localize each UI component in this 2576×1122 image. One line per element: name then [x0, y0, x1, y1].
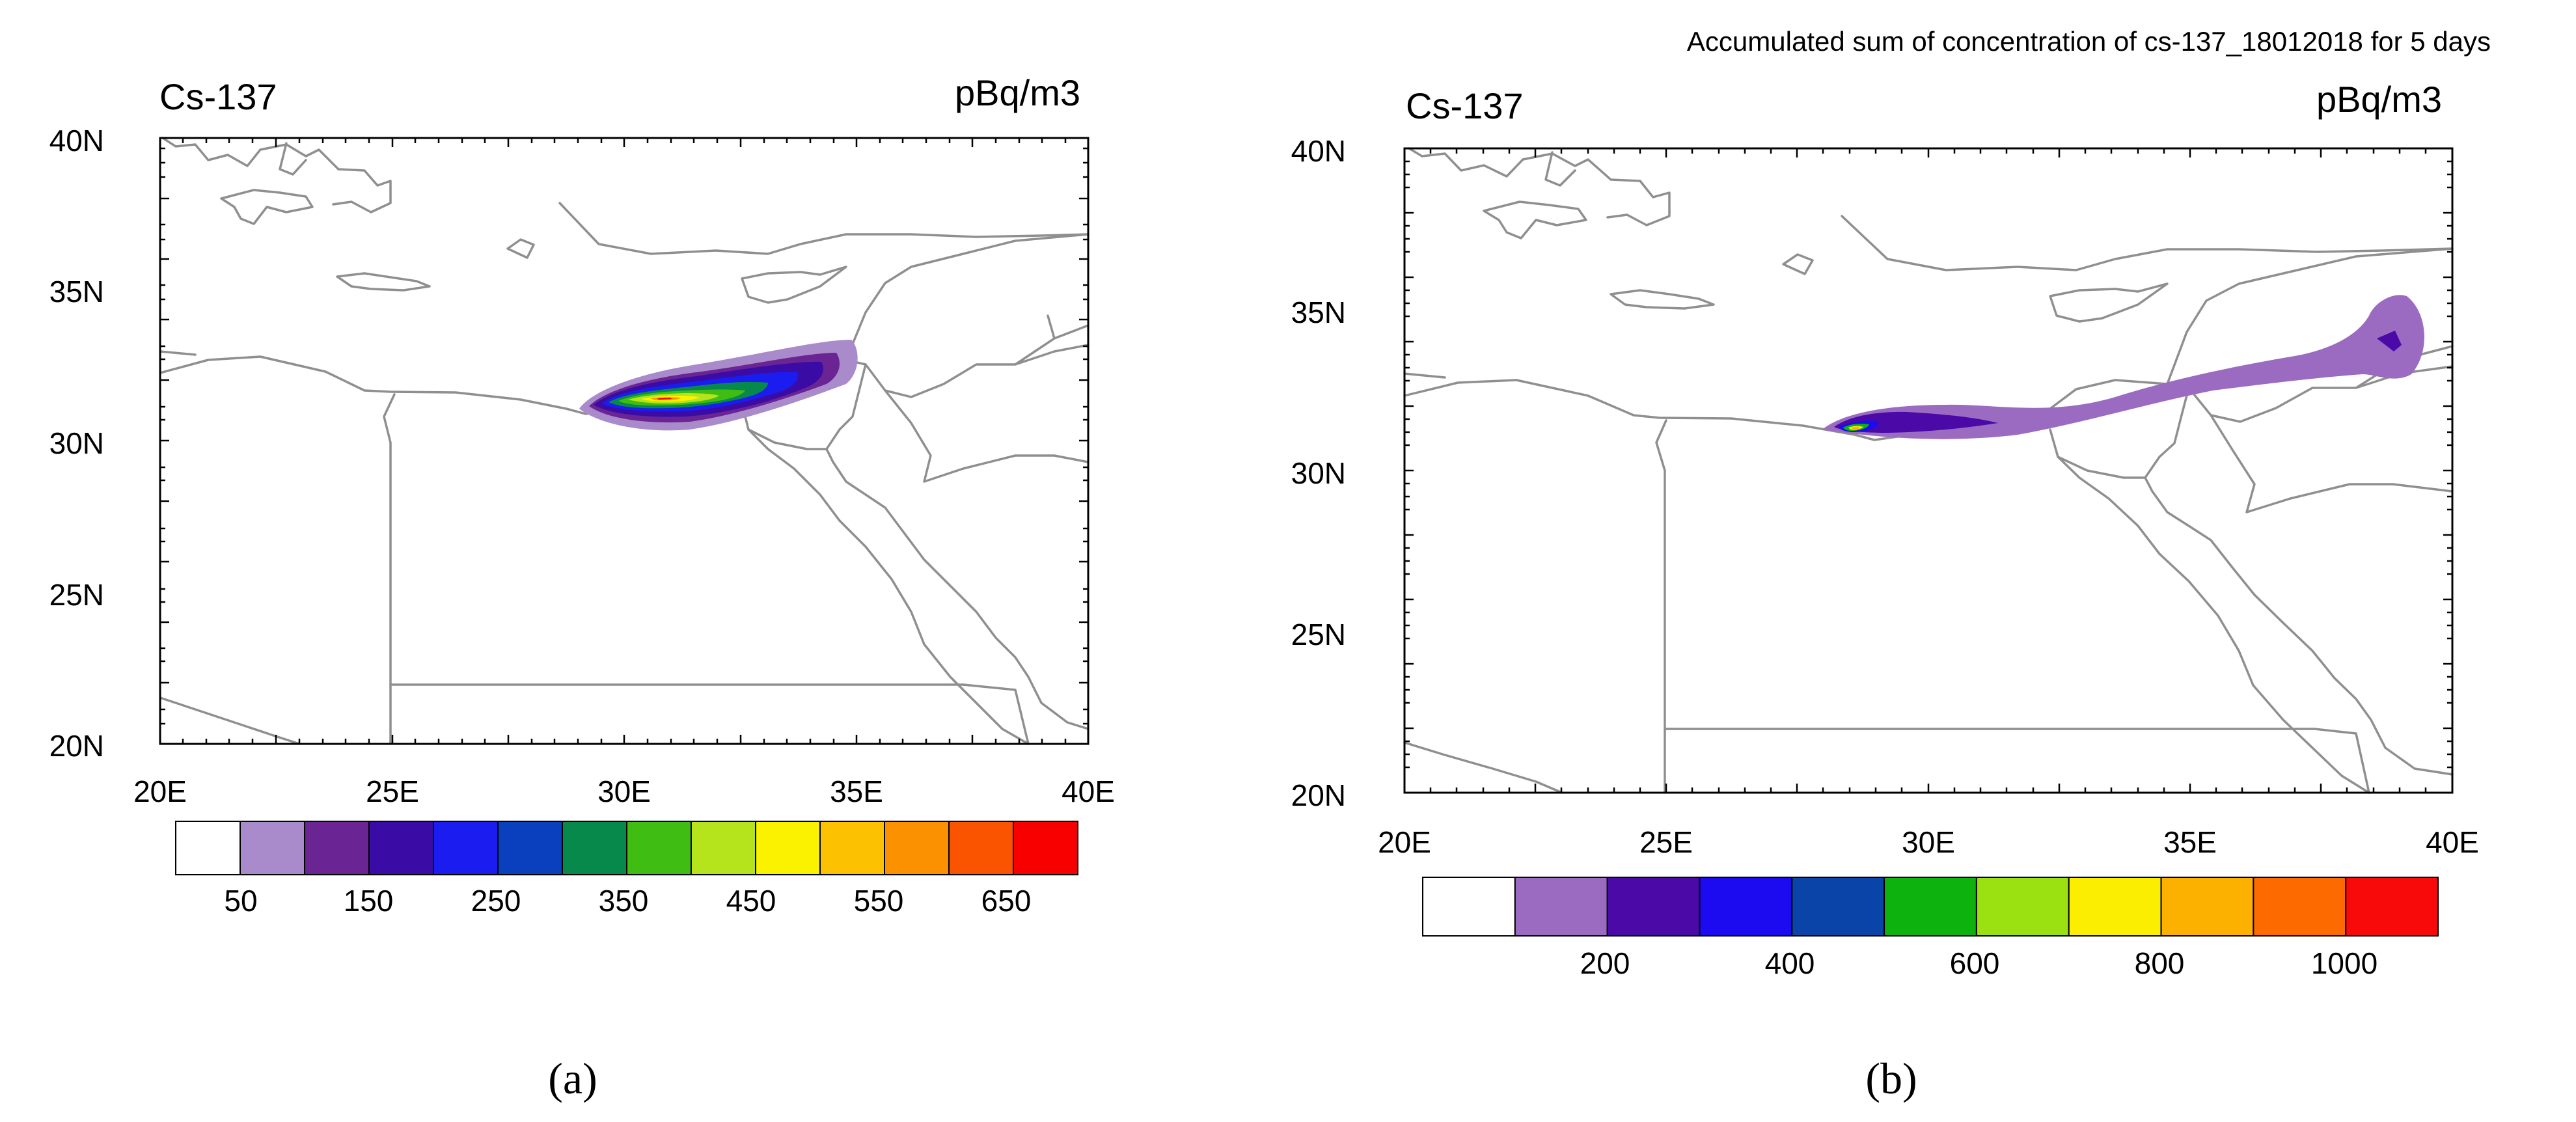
ticks-b [1404, 148, 2452, 793]
lon-labels-a: 20E 25E 30E 35E 40E [133, 774, 1115, 808]
lat-label-40n-a: 40N [49, 124, 104, 157]
lon-label-40e-a: 40E [1062, 774, 1115, 808]
coastline-north-b [1841, 215, 2454, 271]
colorbar-label-600-b: 600 [1950, 946, 2000, 980]
colorbar-labels-a: 50 150 250 350 450 550 650 [224, 884, 1031, 918]
colorbar-label-400-b: 400 [1765, 946, 1815, 980]
libya-west-a [159, 350, 301, 745]
map-frame-b [1403, 147, 2454, 794]
colorbar-label-650-a: 650 [981, 884, 1032, 918]
map-a [159, 137, 1089, 745]
colorbar-b [1422, 877, 2439, 937]
colorbar-label-50-a: 50 [224, 884, 257, 918]
units-label-a: pBq/m3 [955, 72, 1080, 113]
lat-labels-a: 40N 35N 30N 25N 20N [49, 124, 104, 763]
lon-label-25e-b: 25E [1639, 825, 1693, 859]
colorbar-swatch-a-13 [1013, 821, 1078, 875]
units-label-b: pBq/m3 [2316, 79, 2442, 120]
colorbar-swatch-b-10 [2345, 877, 2439, 937]
lon-label-40e-b: 40E [2426, 825, 2479, 859]
colorbar-labels-b: 200 400 600 800 1000 [1580, 946, 2378, 980]
lat-label-25n-b: 25N [1291, 618, 1346, 651]
lat-label-35n-a: 35N [49, 275, 104, 308]
colorbar-label-800-b: 800 [2135, 946, 2185, 980]
lon-label-20e-b: 20E [1378, 825, 1431, 859]
colorbar-label-150-a: 150 [344, 884, 394, 918]
colorbar-swatch-a-0 [175, 821, 241, 875]
lon-label-35e-b: 35E [2163, 825, 2217, 859]
colorbar-swatch-a-2 [304, 821, 370, 875]
colorbar-swatch-a-10 [819, 821, 885, 875]
caption-a: (a) [548, 1054, 597, 1103]
lon-labels-b: 20E 25E 30E 35E 40E [1378, 825, 2479, 859]
colorbar-swatch-a-9 [755, 821, 821, 875]
red-sea-coast-a [741, 402, 1030, 745]
colorbar-label-1000-b: 1000 [2311, 946, 2377, 980]
colorbar-swatch-a-3 [368, 821, 434, 875]
lon-label-30e-a: 30E [597, 774, 651, 808]
coastline-north-a [558, 202, 1089, 255]
colorbar-swatch-a-7 [626, 821, 692, 875]
colorbar-swatch-b-1 [1514, 877, 1608, 937]
colorbar-swatch-a-8 [691, 821, 756, 875]
colorbar-swatch-a-5 [497, 821, 563, 875]
header-title-b: Accumulated sum of concentration of cs-1… [1687, 26, 2491, 57]
lat-labels-b: 40N 35N 30N 25N 20N [1291, 134, 1346, 812]
egypt-libya-border-a [383, 393, 396, 745]
colorbar-swatch-b-7 [2068, 877, 2162, 937]
lat-label-20n-b: 20N [1291, 778, 1346, 812]
colorbar-label-450-a: 450 [726, 884, 776, 918]
lat-label-40n-b: 40N [1291, 134, 1346, 168]
colorbar-swatch-a-4 [433, 821, 499, 875]
colorbar-swatch-b-5 [1884, 877, 1977, 937]
lat-label-25n-a: 25N [49, 578, 104, 612]
colorbar-a [175, 821, 1078, 875]
colorbar-swatch-b-9 [2253, 877, 2347, 937]
lon-label-20e-a: 20E [133, 774, 187, 808]
colorbar-swatch-b-3 [1699, 877, 1793, 937]
colorbar-label-250-a: 250 [471, 884, 521, 918]
colorbar-label-550-a: 550 [854, 884, 904, 918]
colorbar-swatch-b-8 [2160, 877, 2254, 937]
colorbar-swatch-a-6 [562, 821, 627, 875]
ticks-a [160, 138, 1088, 744]
colorbar-swatch-b-2 [1606, 877, 1701, 937]
colorbar-swatch-a-1 [240, 821, 305, 875]
plume-a [579, 340, 858, 431]
map-b [1403, 147, 2454, 794]
lon-label-25e-a: 25E [366, 774, 419, 808]
libya-west-b [1403, 372, 1563, 794]
lat-label-30n-a: 30N [49, 426, 104, 460]
lon-label-35e-a: 35E [830, 774, 883, 808]
map-frame-a [159, 137, 1089, 745]
colorbar-label-350-a: 350 [599, 884, 649, 918]
red-sea-coast-b [2049, 428, 2370, 794]
lat-label-30n-b: 30N [1291, 456, 1346, 490]
sinai-b [2057, 383, 2454, 776]
colorbar-swatch-b-0 [1422, 877, 1516, 937]
panel-b: Accumulated sum of concentration of cs-1… [1291, 26, 2491, 1103]
species-label-a: Cs-137 [159, 76, 277, 117]
lon-label-30e-b: 30E [1902, 825, 1955, 859]
egypt-libya-border-b [1655, 419, 1667, 794]
caption-b: (b) [1865, 1054, 1917, 1103]
colorbar-swatch-a-12 [948, 821, 1014, 875]
colorbar-swatch-b-6 [1975, 877, 2070, 937]
arabia-borders-a [864, 314, 1089, 745]
aegean-b [1408, 147, 2169, 323]
aegean-a [161, 137, 847, 304]
species-label-b: Cs-137 [1406, 85, 1524, 126]
lat-label-35n-b: 35N [1291, 295, 1346, 329]
colorbar-swatch-a-11 [884, 821, 950, 875]
plume-b [1822, 295, 2424, 439]
colorbar-label-200-b: 200 [1580, 946, 1630, 980]
panel-a: Cs-137 pBq/m3 [49, 72, 1115, 1103]
lat-label-20n-a: 20N [49, 729, 104, 763]
colorbar-swatch-b-4 [1791, 877, 1885, 937]
sinai-a [747, 359, 1089, 730]
